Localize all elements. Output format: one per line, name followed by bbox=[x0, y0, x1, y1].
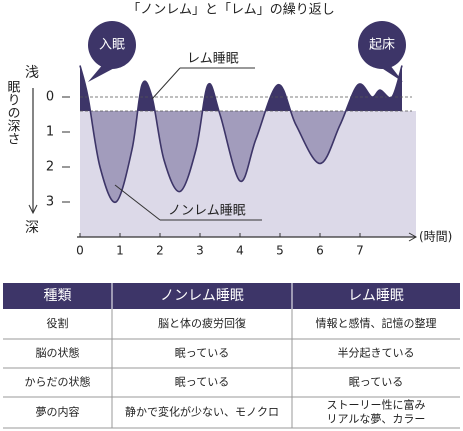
table-header: レム睡眠 bbox=[348, 288, 404, 304]
table-cell: リアルな夢、カラー bbox=[327, 413, 426, 426]
nonrem-area bbox=[80, 111, 402, 203]
table-cell: からだの状態 bbox=[25, 375, 91, 389]
bubble-label: 入眠 bbox=[99, 38, 125, 53]
table-cell: 脳の状態 bbox=[36, 346, 80, 360]
x-tick-label: 7 bbox=[356, 244, 364, 258]
sleep-curve bbox=[79, 65, 403, 203]
table-cell: 眠っている bbox=[175, 376, 229, 389]
y-top-label: 浅 bbox=[25, 65, 39, 81]
rem-leader bbox=[151, 67, 181, 100]
table-cell: 夢の内容 bbox=[36, 405, 80, 419]
y-tick-label: 0 bbox=[46, 90, 54, 105]
table-cell: ストーリー性に富み bbox=[327, 398, 426, 412]
nonrem-leader bbox=[114, 184, 161, 221]
x-tick-label: 1 bbox=[116, 244, 124, 258]
table-cell: 眠っている bbox=[349, 376, 403, 389]
table-cell: 役割 bbox=[47, 316, 69, 330]
x-tick-label: 5 bbox=[276, 244, 284, 258]
x-tick-label: 3 bbox=[196, 244, 204, 258]
chart-title: 「ノンレム」と「レム」の繰り返し bbox=[127, 3, 334, 18]
nonrem-label: ノンレム睡眠 bbox=[168, 204, 246, 219]
x-tick-label: 6 bbox=[316, 244, 324, 258]
y-tick-label: 3 bbox=[46, 195, 54, 210]
table-cell: 半分起きている bbox=[338, 346, 415, 360]
rem-area bbox=[80, 65, 402, 111]
x-tick-label: 2 bbox=[156, 244, 164, 258]
table-cell: 眠っている bbox=[175, 347, 229, 360]
x-axis-arrow bbox=[408, 232, 418, 242]
table-header: 種類 bbox=[44, 288, 72, 304]
rem-label: レム睡眠 bbox=[187, 52, 239, 67]
table-header-bg bbox=[3, 283, 460, 309]
y-bottom-label: 深 bbox=[25, 220, 39, 236]
bubble-label: 起床 bbox=[369, 38, 395, 53]
table-cell: 脳と体の疲労回復 bbox=[158, 316, 246, 330]
y-tick-label: 1 bbox=[46, 125, 54, 140]
bubble bbox=[358, 21, 406, 69]
bubble bbox=[88, 21, 136, 69]
table-cell: 静かで変化が少ない、モノクロ bbox=[125, 405, 279, 419]
y-tick-label: 2 bbox=[46, 160, 54, 175]
y-arrow-head bbox=[28, 204, 38, 215]
x-axis-label: (時間) bbox=[419, 230, 452, 244]
x-tick-label: 4 bbox=[236, 244, 244, 258]
table-header: ノンレム睡眠 bbox=[160, 288, 244, 304]
x-tick-label: 0 bbox=[76, 244, 84, 258]
table-cell: 情報と感情、記憶の整理 bbox=[316, 316, 437, 330]
y-axis-label: 眠りの深さ bbox=[5, 80, 21, 145]
